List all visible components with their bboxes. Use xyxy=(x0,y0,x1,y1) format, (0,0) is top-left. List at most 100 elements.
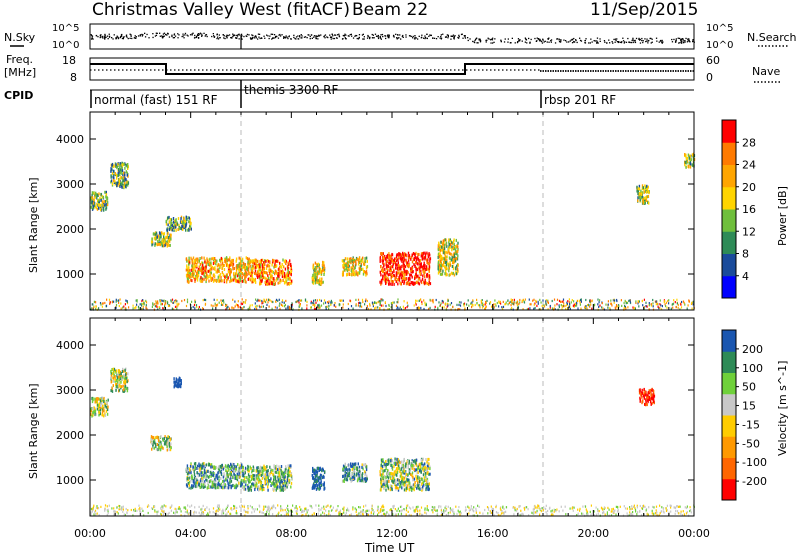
ground-scatter-cell xyxy=(318,504,320,507)
noise-point xyxy=(332,35,334,37)
echo-cell xyxy=(388,255,390,259)
echo-cell xyxy=(217,269,219,273)
echo-cell xyxy=(400,282,402,286)
ground-scatter-cell xyxy=(324,301,327,304)
echo-cell xyxy=(195,276,197,280)
noise-point xyxy=(344,33,346,35)
ground-scatter-cell xyxy=(233,507,235,510)
ground-scatter-cell xyxy=(358,506,360,509)
echo-cell xyxy=(204,269,206,273)
noise-point xyxy=(259,37,261,40)
noise-point xyxy=(623,42,625,44)
echo-cell xyxy=(343,259,345,263)
ground-scatter-cell xyxy=(216,303,219,306)
ground-scatter-cell xyxy=(487,506,490,510)
noise-point xyxy=(131,37,133,40)
echo-cell xyxy=(456,252,458,256)
echo-cell xyxy=(415,259,418,263)
echo-cell xyxy=(643,199,645,203)
ground-scatter-cell xyxy=(282,509,284,512)
noise-point xyxy=(236,37,238,39)
echo-cell xyxy=(273,278,275,282)
ground-scatter-cell xyxy=(222,303,224,306)
echo-cell xyxy=(207,263,209,267)
ground-scatter-cell xyxy=(532,299,534,302)
ground-scatter-cell xyxy=(639,510,641,513)
ground-scatter-cell xyxy=(607,506,609,509)
ground-scatter-cell xyxy=(141,507,143,510)
echo-cell xyxy=(239,276,242,280)
echo-cell xyxy=(98,203,100,207)
echo-cell xyxy=(342,263,344,267)
ground-scatter-cell xyxy=(222,512,225,515)
echo-cell xyxy=(345,262,347,266)
echo-cell xyxy=(345,267,347,271)
ground-scatter-cell xyxy=(233,504,235,508)
echo-cell xyxy=(428,278,431,282)
ground-scatter-cell xyxy=(141,304,143,307)
noise-point xyxy=(177,37,179,39)
noise-point xyxy=(490,42,492,44)
noise-point xyxy=(205,34,207,36)
ground-scatter-cell xyxy=(142,305,144,308)
echo-cell xyxy=(363,270,366,273)
echo-cell xyxy=(684,153,686,156)
echo-cell xyxy=(418,253,420,256)
echo-cell xyxy=(397,257,399,261)
echo-cell xyxy=(685,165,687,169)
ground-scatter-cell xyxy=(138,504,140,507)
ground-scatter-cell xyxy=(508,302,510,305)
echo-cell xyxy=(191,270,194,274)
ground-scatter-cell xyxy=(225,507,227,510)
noise-point xyxy=(267,35,269,37)
noise-point xyxy=(306,37,308,39)
echo-cell xyxy=(170,233,172,237)
ground-scatter-cell xyxy=(134,507,136,510)
ground-scatter-cell xyxy=(393,504,395,507)
ground-scatter-cell xyxy=(673,506,675,509)
ground-scatter-cell xyxy=(315,504,317,507)
echo-cell xyxy=(448,266,450,270)
ground-scatter-cell xyxy=(475,509,477,512)
ground-scatter-cell xyxy=(398,510,400,513)
ground-scatter-cell xyxy=(534,511,537,514)
echo-cell xyxy=(428,282,430,286)
ground-scatter-cell xyxy=(551,513,553,516)
echo-cell xyxy=(114,172,117,175)
ground-scatter-cell xyxy=(191,504,193,507)
echo-cell xyxy=(363,263,366,266)
ground-scatter-cell xyxy=(96,507,99,510)
ground-scatter-cell xyxy=(431,509,433,512)
ground-scatter-cell xyxy=(267,301,269,304)
noise-point xyxy=(372,34,374,36)
echo-cell xyxy=(454,259,457,263)
echo-cell xyxy=(264,262,266,266)
ground-scatter-cell xyxy=(643,504,645,507)
ground-scatter-cell xyxy=(100,303,102,306)
echo-cell xyxy=(443,247,446,251)
ground-scatter-cell xyxy=(551,299,553,303)
ground-scatter-cell xyxy=(573,305,575,308)
noise-point xyxy=(92,38,94,40)
ground-scatter-cell xyxy=(432,511,434,514)
noise-point xyxy=(445,36,447,38)
echo-cell xyxy=(244,265,247,269)
ground-scatter-cell xyxy=(162,300,164,303)
echo-cell xyxy=(106,203,109,207)
echo-cell xyxy=(90,412,92,416)
noise-point xyxy=(475,38,477,40)
ground-scatter-cell xyxy=(652,302,654,305)
ground-scatter-cell xyxy=(375,301,377,304)
ground-scatter-cell xyxy=(155,300,157,303)
echo-cell xyxy=(95,191,97,195)
noise-series xyxy=(90,32,695,44)
echo-cell xyxy=(442,245,444,249)
echo-cell xyxy=(213,273,215,277)
noise-point xyxy=(231,36,233,39)
ground-scatter-cell xyxy=(130,508,132,512)
noise-point xyxy=(560,39,562,41)
echo-cell xyxy=(257,269,260,273)
echo-cell xyxy=(395,280,397,284)
echo-cell xyxy=(446,258,448,262)
ground-scatter-cell xyxy=(346,508,349,511)
